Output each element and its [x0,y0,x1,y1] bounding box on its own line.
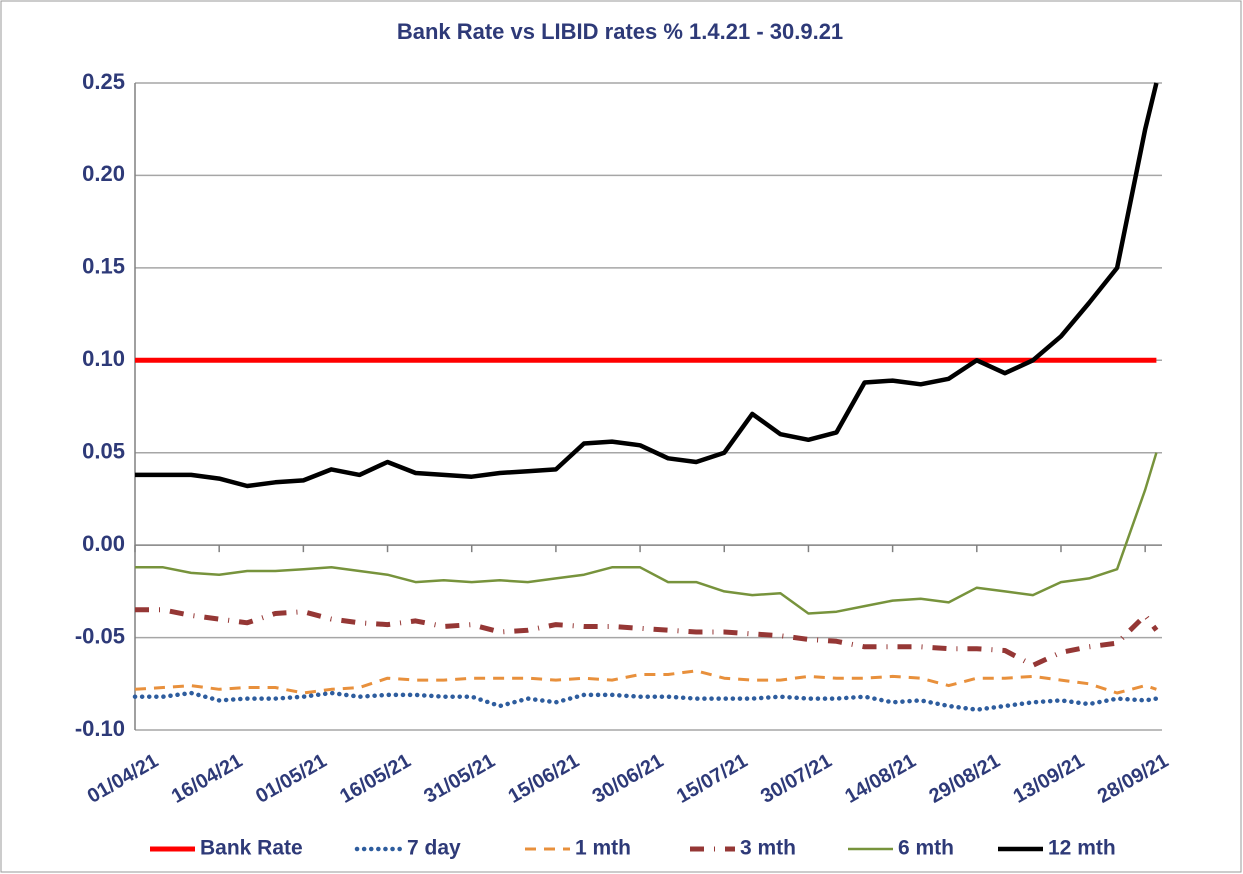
y-tick-label: 0.25 [82,69,125,94]
series-line [134,669,1157,695]
series-line [135,452,1158,615]
y-tick-label: 0.20 [82,161,125,186]
chart-title: Bank Rate vs LIBID rates % 1.4.21 - 30.9… [397,19,843,44]
legend-label: 1 mth [575,837,631,860]
series-line [135,82,1159,489]
y-tick-label: -0.05 [75,623,125,648]
y-tick-label: 0.05 [82,439,125,464]
legend-label: Bank Rate [200,837,303,860]
legend-label: 12 mth [1048,837,1116,860]
series-line [132,690,1159,712]
legend-label: 3 mth [740,837,796,860]
y-tick-label: 0.00 [82,531,125,556]
legend-label: 7 day [407,837,461,860]
legend-label: 6 mth [898,837,954,860]
y-tick-label: 0.15 [82,254,125,279]
series-line [135,607,1159,668]
y-tick-label: -0.10 [75,716,125,741]
y-tick-label: 0.10 [82,346,125,371]
